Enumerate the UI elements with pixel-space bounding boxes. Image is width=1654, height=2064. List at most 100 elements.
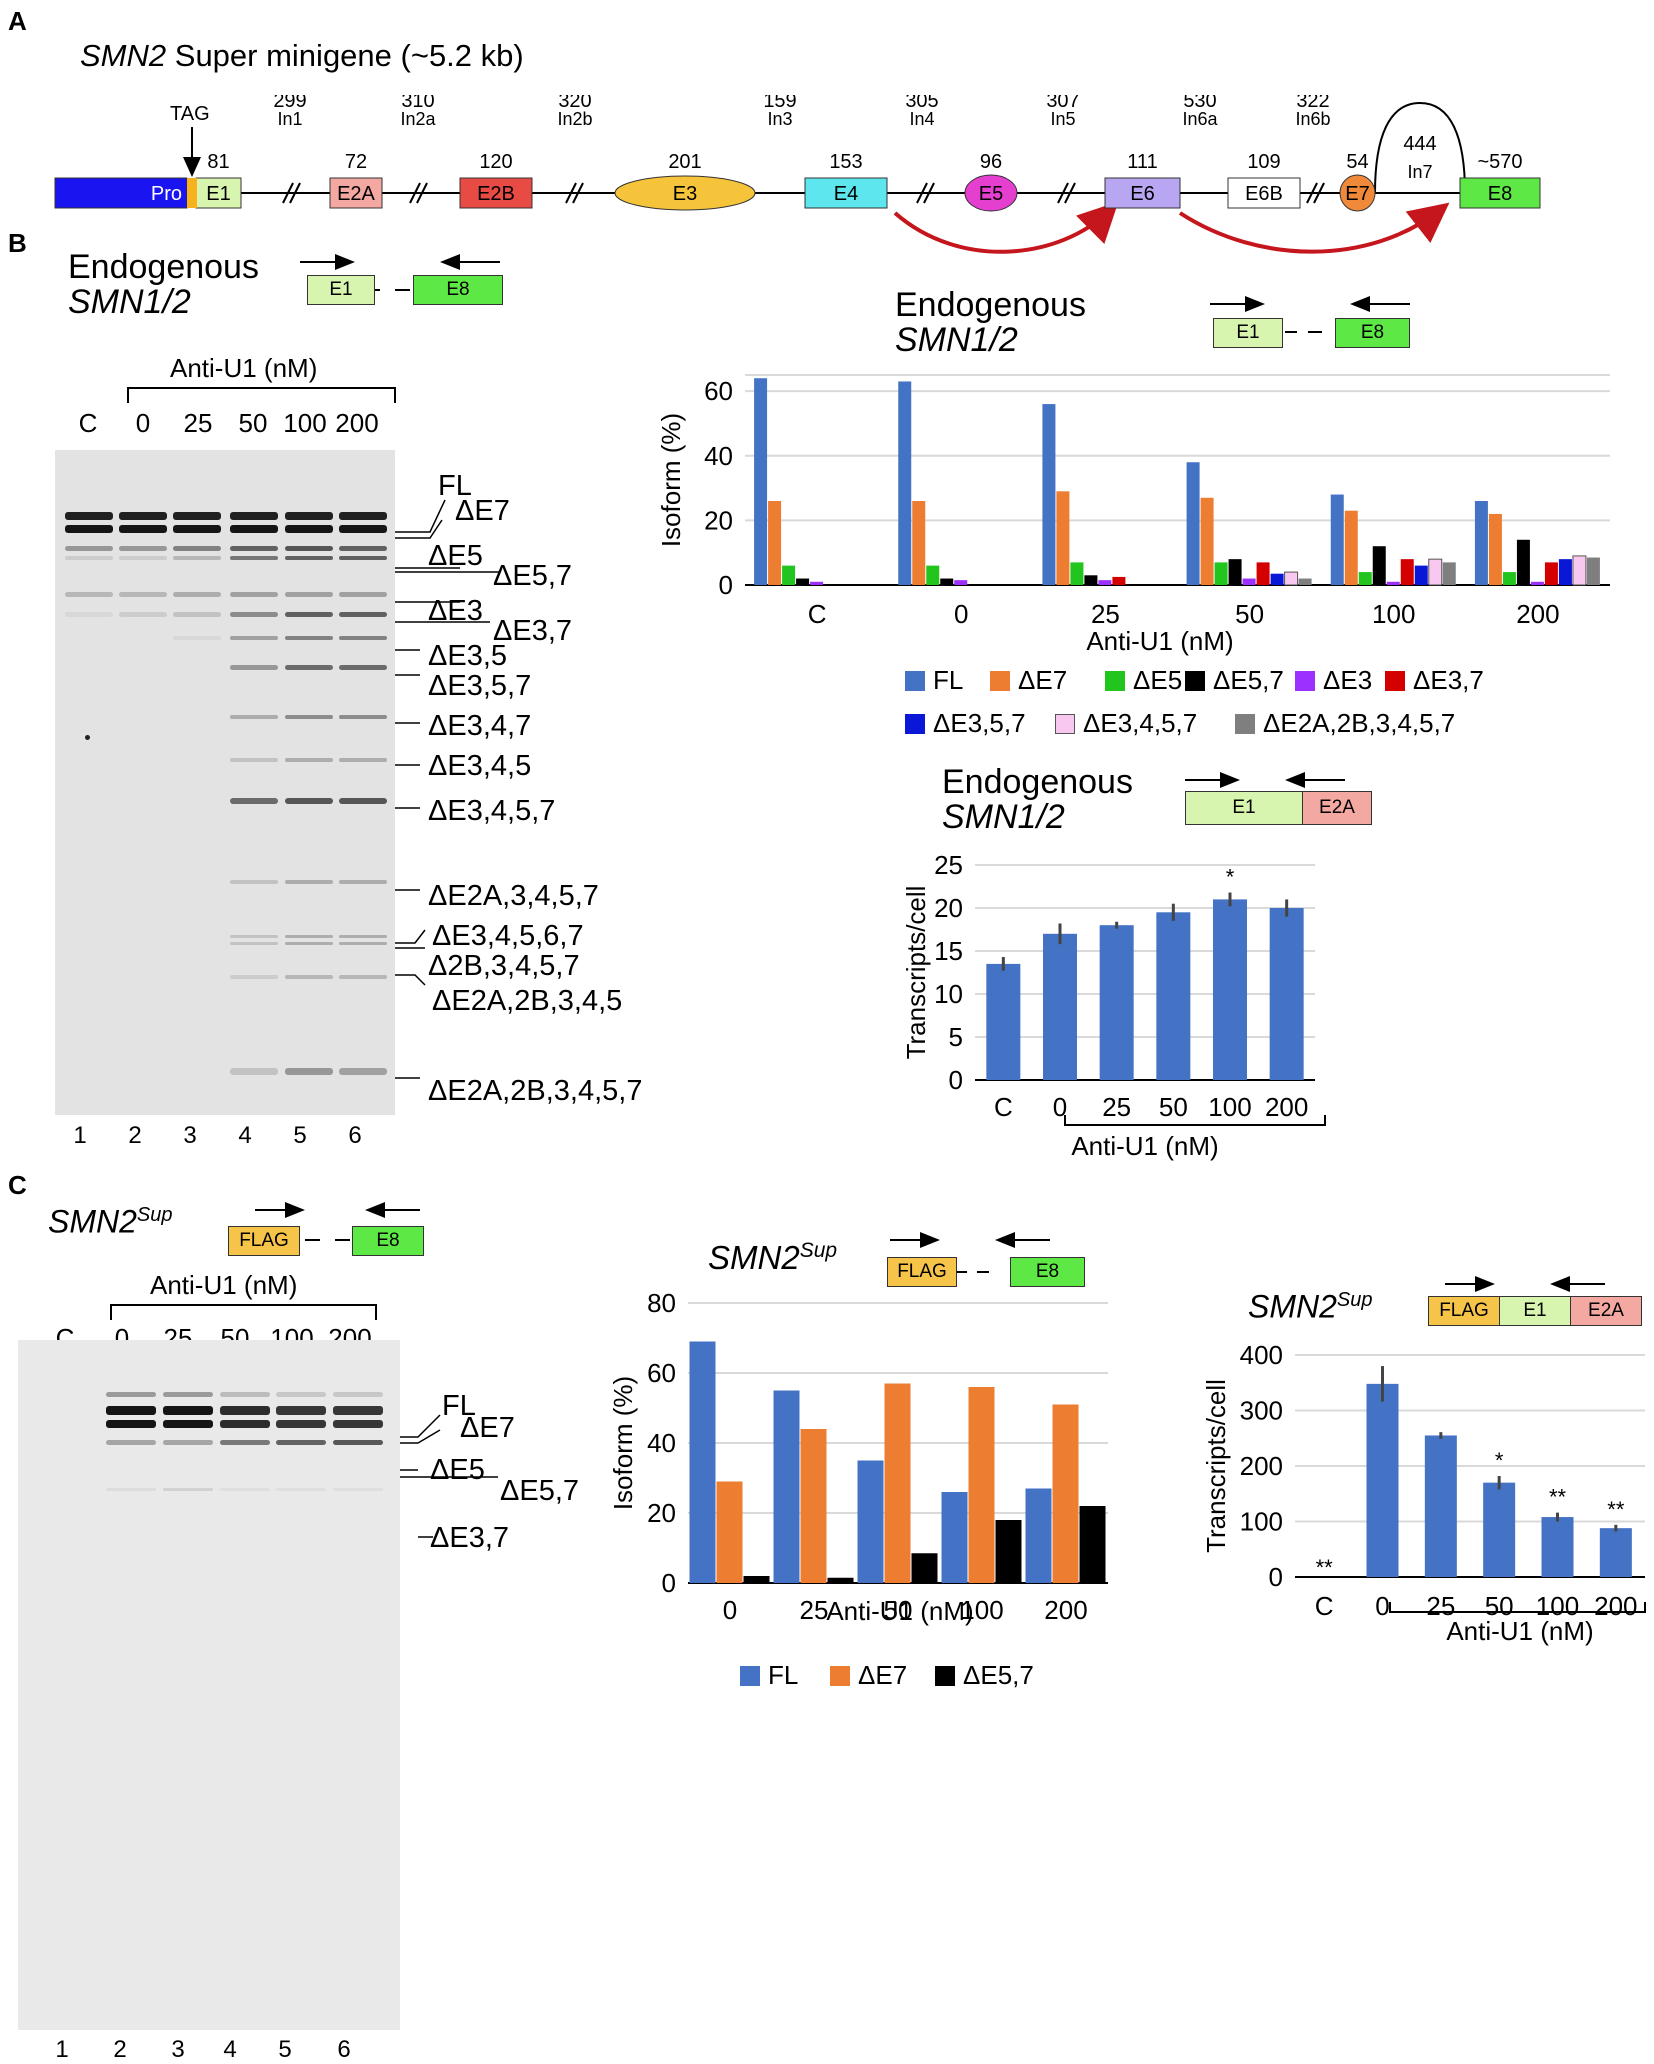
y-tick-label: 0 <box>662 1568 676 1598</box>
x-tick-label: 50 <box>1159 1092 1188 1122</box>
gel-band <box>173 546 221 551</box>
legend-swatch <box>935 1665 955 1686</box>
panel-a-label: A <box>8 6 27 36</box>
b-chart2-primer-e1: E1 <box>1185 791 1303 825</box>
exon-e8: E8 ~570 <box>1459 151 1541 209</box>
b-isoform-label: ΔE3,4,5 <box>428 750 532 782</box>
x-bracket <box>1389 1602 1646 1613</box>
legend-label: ΔE5,7 <box>963 1660 1034 1690</box>
gel-band <box>119 592 167 597</box>
gel-band <box>339 546 387 551</box>
bar <box>1530 581 1544 585</box>
significance-mark: * <box>1495 1448 1504 1473</box>
gel-band <box>339 512 387 520</box>
bar <box>1269 908 1304 1080</box>
c-chart2-primer-arrows <box>1445 1276 1605 1292</box>
gel-band <box>276 1406 326 1415</box>
b-chart2-primer-e2a: E2A <box>1302 791 1372 825</box>
bar <box>1386 581 1400 585</box>
x-axis-label: Anti-U1 (nM) <box>826 1596 973 1626</box>
c-chart2-primer-flag: FLAG <box>1428 1296 1500 1326</box>
y-tick-label: 20 <box>704 505 733 535</box>
gel-band <box>285 592 333 597</box>
gel-band <box>106 1440 156 1445</box>
bar <box>1270 573 1284 585</box>
gel-band <box>220 1392 270 1397</box>
gel-band <box>106 1392 156 1397</box>
y-axis-label: Isoform (%) <box>608 1376 638 1510</box>
b-isoform-lines <box>395 499 500 1079</box>
x-tick-label: 0 <box>723 1595 737 1625</box>
gel-band <box>230 512 278 520</box>
gel-band <box>339 636 387 640</box>
bar <box>716 1481 743 1583</box>
panel-a-title-rest: Super minigene (~5.2 kb) <box>174 38 524 73</box>
gel-band <box>339 758 387 762</box>
b-gel-image <box>55 450 395 1115</box>
exon-label: E6B <box>1245 183 1283 205</box>
x-tick-label: C <box>808 599 827 629</box>
gel-band <box>285 935 333 938</box>
y-tick-label: 100 <box>1240 1507 1283 1537</box>
b-gel-primer-arrows <box>300 254 500 291</box>
gel-band <box>220 1420 270 1428</box>
c-transcripts-chart: 0 100 200 300 400 Transcripts/cell C 0 25 50 100 20… <box>1201 1340 1646 1646</box>
significance-mark: ** <box>1549 1485 1567 1510</box>
b-isoform-label: ΔE3,5 <box>428 640 508 672</box>
significance-mark: * <box>1226 865 1235 890</box>
legend-swatch <box>1185 670 1205 691</box>
c-lane-number: 3 <box>171 2036 185 2063</box>
panel-a-title-italic: SMN2 <box>80 38 167 73</box>
bar <box>898 381 912 585</box>
intron-size: 305 <box>905 95 938 112</box>
gel-band <box>119 612 167 617</box>
legend-swatch <box>1055 713 1075 734</box>
exon-size: 153 <box>829 151 862 173</box>
exon-label: Pro <box>151 183 182 205</box>
bar <box>1056 491 1070 585</box>
legend-swatch <box>1235 713 1255 734</box>
gel-band <box>163 1392 213 1397</box>
gel-band <box>230 592 278 597</box>
bar <box>1256 562 1270 585</box>
b-chart1-title-1: Endogenous <box>895 286 1086 324</box>
bar <box>954 580 968 585</box>
gel-band <box>339 525 387 533</box>
exon-label: E1 <box>206 183 230 205</box>
b-gel-primer-e1: E1 <box>307 275 375 305</box>
b-isoform-label: ΔE3 <box>428 595 483 627</box>
bar <box>1025 1488 1052 1583</box>
gel-band <box>333 1406 383 1415</box>
bar <box>986 963 1021 1080</box>
x-tick-label: 50 <box>1485 1591 1514 1621</box>
exon-label: E8 <box>1488 183 1512 205</box>
significance-mark: ** <box>1607 1497 1625 1522</box>
bar <box>1502 572 1516 585</box>
b-lane-header: 50 <box>238 408 268 438</box>
c-isoform-label: ΔE7 <box>460 1412 515 1444</box>
bar <box>827 1577 854 1583</box>
gel-band <box>276 1440 326 1445</box>
bar <box>1541 1517 1574 1577</box>
b-isoform-label: ΔE2A,2B,3,4,5,7 <box>428 1075 643 1107</box>
tag-label: TAG <box>170 103 210 125</box>
c-gel-primer-flag: FLAG <box>228 1226 300 1256</box>
gel-band <box>163 1488 213 1491</box>
bar <box>1516 539 1530 585</box>
bar <box>1372 546 1386 585</box>
gel-speck <box>85 735 90 740</box>
gel-band <box>285 525 333 533</box>
bar <box>1084 575 1098 585</box>
x-tick-label: 0 <box>954 599 968 629</box>
y-tick-label: 60 <box>704 376 733 406</box>
legend-item: ΔE7 <box>830 1660 907 1691</box>
bar <box>1242 578 1256 585</box>
legend-item: ΔE2A,2B,3,4,5,7 <box>1235 708 1455 739</box>
bar <box>1043 933 1077 1080</box>
c-lane-number: 1 <box>55 2036 69 2063</box>
gel-band <box>230 975 278 979</box>
bar <box>912 501 926 585</box>
